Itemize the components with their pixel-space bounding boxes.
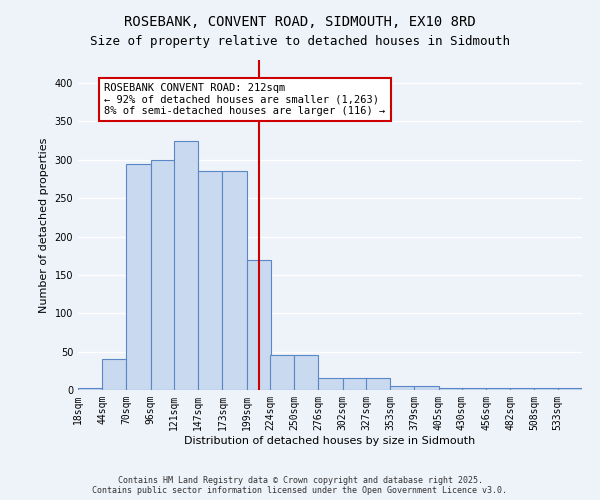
Text: Size of property relative to detached houses in Sidmouth: Size of property relative to detached ho…	[90, 35, 510, 48]
Bar	[535, 388, 559, 390]
Bar	[294, 356, 319, 390]
Bar	[247, 260, 271, 390]
Bar	[558, 388, 582, 390]
Y-axis label: Number of detached properties: Number of detached properties	[39, 138, 49, 312]
Bar	[343, 378, 367, 390]
Bar	[78, 388, 102, 390]
Bar	[127, 164, 151, 390]
Bar	[223, 172, 247, 390]
Bar	[390, 386, 415, 390]
Text: Contains HM Land Registry data © Crown copyright and database right 2025.
Contai: Contains HM Land Registry data © Crown c…	[92, 476, 508, 495]
Bar	[462, 388, 486, 390]
Bar	[319, 378, 343, 390]
Bar	[198, 172, 223, 390]
Bar	[270, 356, 294, 390]
Bar	[174, 140, 198, 390]
Bar	[151, 160, 175, 390]
Bar	[486, 388, 510, 390]
Bar	[102, 360, 127, 390]
Text: ROSEBANK, CONVENT ROAD, SIDMOUTH, EX10 8RD: ROSEBANK, CONVENT ROAD, SIDMOUTH, EX10 8…	[124, 15, 476, 29]
Bar	[366, 378, 390, 390]
Bar	[510, 388, 535, 390]
X-axis label: Distribution of detached houses by size in Sidmouth: Distribution of detached houses by size …	[184, 436, 476, 446]
Text: ROSEBANK CONVENT ROAD: 212sqm
← 92% of detached houses are smaller (1,263)
8% of: ROSEBANK CONVENT ROAD: 212sqm ← 92% of d…	[104, 83, 385, 116]
Bar	[415, 386, 439, 390]
Bar	[439, 388, 463, 390]
